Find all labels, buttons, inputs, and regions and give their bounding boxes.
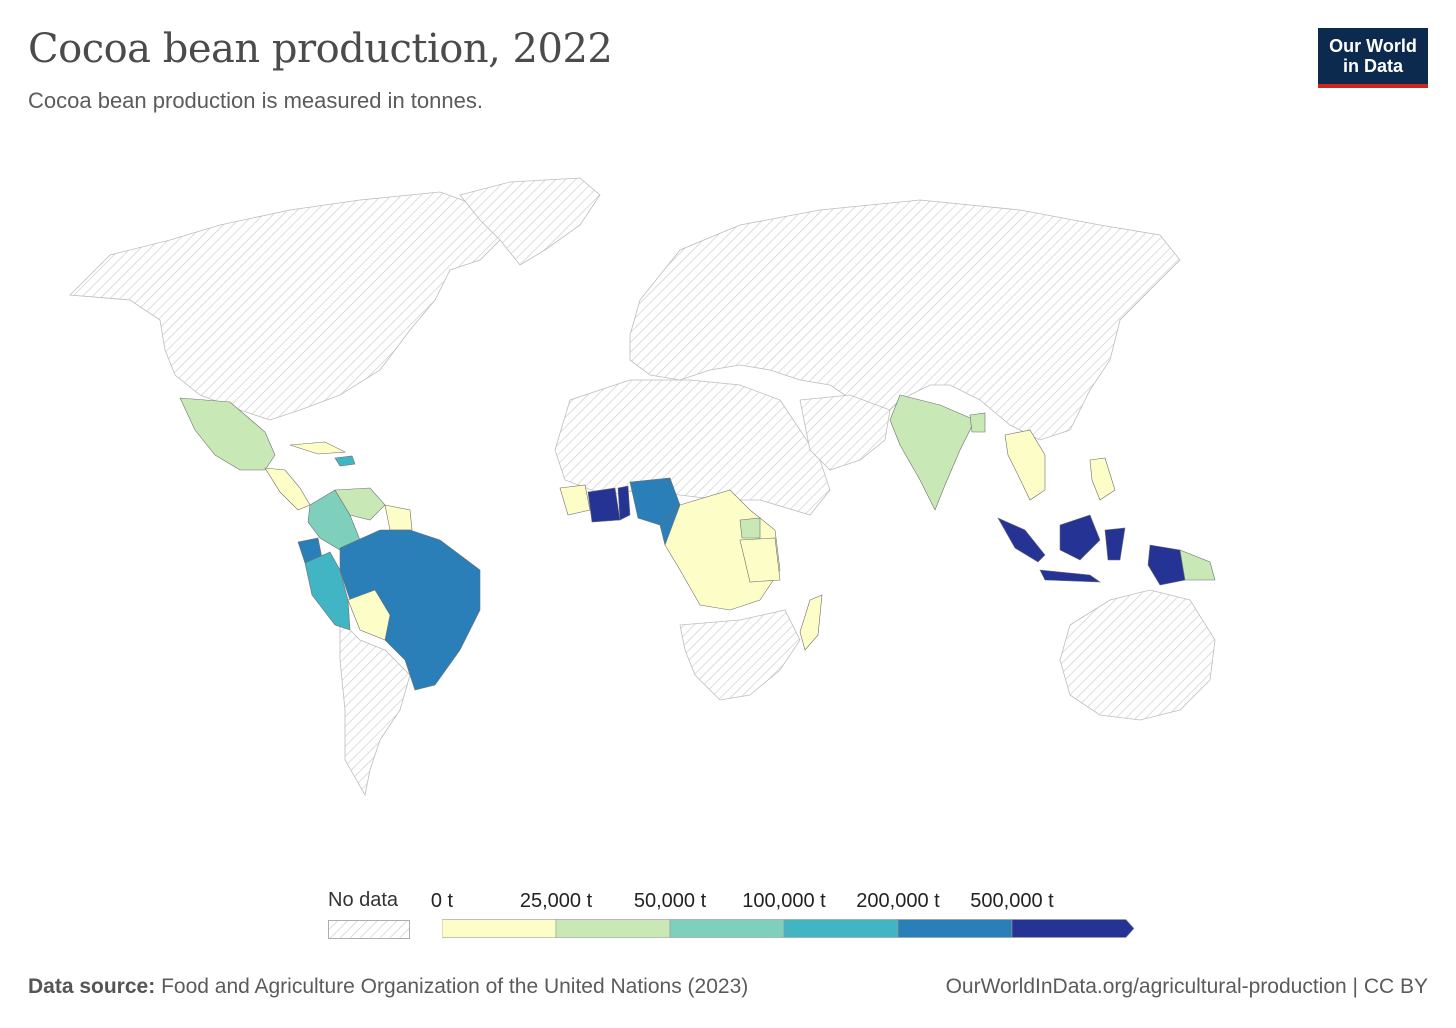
country-cote-divoire[interactable]	[587, 487, 621, 523]
country-venezuela[interactable]	[334, 487, 386, 521]
source-text[interactable]: Food and Agriculture Organization of the…	[161, 975, 749, 998]
legend-bin-4[interactable]	[897, 919, 1013, 938]
legend-bin-2[interactable]	[669, 919, 785, 938]
region-africa-north[interactable]	[554, 379, 831, 516]
country-guianas[interactable]	[384, 504, 413, 531]
footer-url-license[interactable]: OurWorldInData.org/agricultural-producti…	[945, 975, 1428, 998]
country-peru[interactable]	[304, 551, 351, 631]
country-guinea[interactable]	[559, 484, 591, 516]
legend-bin-5[interactable]	[1011, 919, 1135, 938]
page-title: Cocoa bean production, 2022	[28, 26, 613, 72]
legend-tick-label: 500,000 t	[970, 890, 1054, 912]
region-eurasia[interactable]	[629, 199, 1181, 441]
region-greenland[interactable]	[459, 177, 601, 266]
country-central-america[interactable]	[264, 467, 311, 511]
region-north-america[interactable]	[69, 191, 511, 421]
region-australia[interactable]	[1059, 589, 1216, 721]
legend-tick-label: 0 t	[430, 890, 454, 912]
owid-logo[interactable]: Our World in Data	[1318, 28, 1428, 88]
page-subtitle: Cocoa bean production is measured in ton…	[28, 88, 483, 113]
country-ghana[interactable]	[617, 485, 631, 521]
country-indonesia-papua[interactable]	[1147, 544, 1186, 586]
logo-line-2: in Data	[1342, 56, 1403, 76]
country-bolivia[interactable]	[347, 589, 391, 641]
country-papua-new-guinea[interactable]	[1179, 549, 1216, 581]
country-indonesia-sumatra[interactable]	[997, 517, 1046, 563]
legend-tick-label: 100,000 t	[742, 890, 826, 912]
country-mexico[interactable]	[179, 397, 276, 471]
country-dominican-republic[interactable]	[334, 455, 356, 467]
country-indonesia-sulawesi[interactable]	[1104, 527, 1126, 561]
country-indonesia-java[interactable]	[1039, 569, 1102, 583]
country-southeast-asia[interactable]	[1004, 429, 1046, 501]
country-uganda[interactable]	[739, 517, 761, 539]
legend-tick-label: 200,000 t	[856, 890, 940, 912]
region-middle-east[interactable]	[799, 394, 891, 471]
country-philippines[interactable]	[1089, 457, 1116, 501]
world-map[interactable]	[40, 170, 1420, 830]
source-label: Data source:	[28, 975, 156, 998]
legend-no-data-label: No data	[328, 889, 399, 911]
legend-bin-1[interactable]	[555, 919, 671, 938]
region-south-america-south[interactable]	[339, 619, 411, 797]
country-bangladesh[interactable]	[969, 412, 986, 433]
legend-bin-0[interactable]	[442, 919, 557, 938]
logo-line-1: Our World	[1329, 36, 1417, 56]
country-cuba[interactable]	[289, 441, 347, 455]
country-madagascar[interactable]	[799, 594, 823, 651]
legend-tick-label: 50,000 t	[633, 890, 707, 912]
legend-no-data-swatch	[328, 920, 410, 939]
footer-source: Data source: Food and Agriculture Organi…	[28, 975, 748, 999]
legend-bin-3[interactable]	[783, 919, 899, 938]
country-tanzania[interactable]	[739, 537, 781, 583]
region-africa-south[interactable]	[679, 609, 801, 701]
legend-color-scale	[442, 919, 1135, 938]
legend-tick-label: 25,000 t	[519, 890, 593, 912]
country-indonesia-borneo[interactable]	[1059, 514, 1101, 561]
country-india[interactable]	[889, 394, 976, 511]
